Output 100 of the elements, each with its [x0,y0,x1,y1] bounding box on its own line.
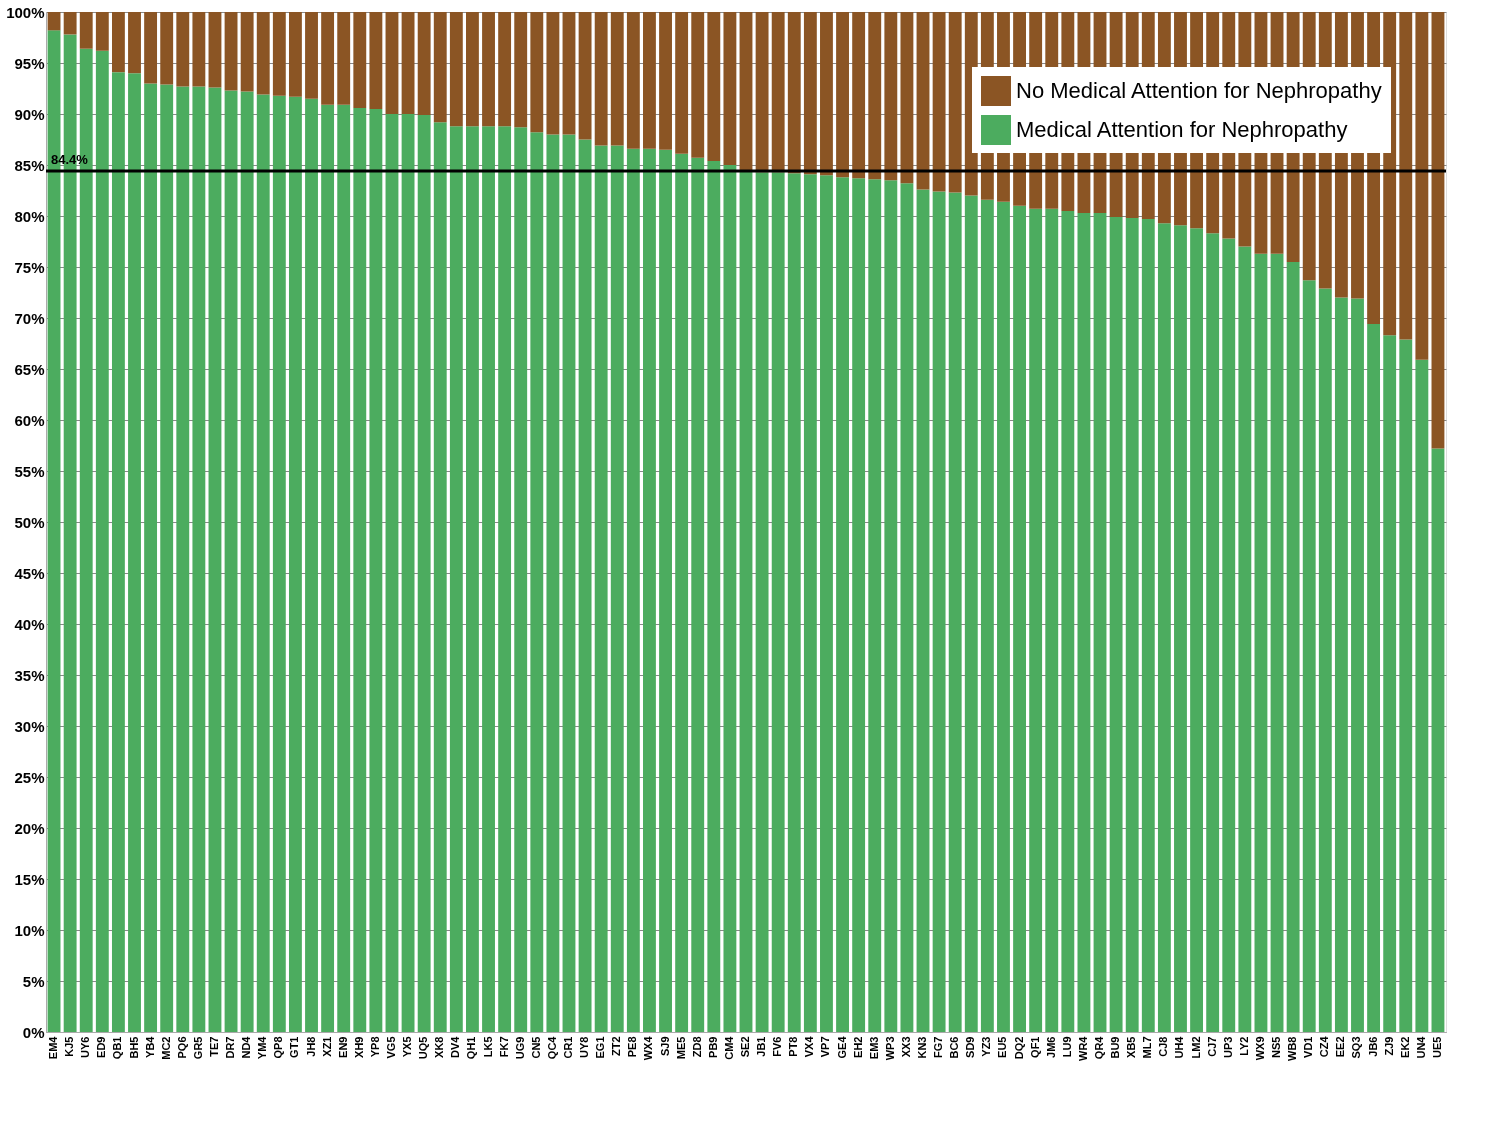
y-tick-label: 85% [14,156,45,174]
x-tick-label: EN9 [336,1036,349,1058]
x-tick-label: UY8 [578,1036,591,1058]
x-tick-label: NS5 [1270,1036,1283,1058]
x-tick-label: EE2 [1334,1036,1347,1058]
x-tick-label: DR7 [224,1036,237,1059]
x-tick-label: XK8 [433,1036,446,1058]
x-tick-label: QP8 [272,1036,285,1059]
x-tick-label: SE2 [739,1036,751,1058]
y-tick-label: 0% [22,1023,45,1041]
x-tick-label: ME5 [674,1036,687,1060]
x-tick-label: FK7 [497,1036,510,1058]
y-tick-label: 30% [14,717,45,735]
x-tick-label: VX4 [803,1035,816,1058]
x-tick-label: WP3 [883,1036,896,1061]
x-tick-label: CM4 [722,1035,735,1060]
x-tick-label: PQ6 [175,1036,188,1059]
x-tick-label: WB8 [1286,1036,1299,1061]
x-tick-label: EU5 [996,1036,1009,1058]
x-tick-label: UQ5 [417,1036,430,1060]
y-tick-label: 100% [6,3,45,21]
x-tick-label: ED9 [95,1036,108,1058]
y-tick-label: 55% [14,462,45,480]
x-tick-label: UY6 [79,1036,92,1058]
x-tick-label: CJ8 [1157,1036,1170,1057]
x-tick-label: PE8 [626,1036,639,1058]
y-tick-label: 10% [14,921,45,939]
x-tick-label: SJ9 [658,1036,671,1057]
y-tick-label: 20% [14,819,45,837]
y-tick-label: 70% [14,309,45,327]
x-tick-label: LU9 [1060,1036,1073,1058]
x-tick-label: ZT2 [610,1036,623,1057]
x-tick-label: BH5 [127,1036,140,1059]
x-tick-label: EH2 [851,1036,864,1058]
x-tick-label: JB1 [755,1036,768,1057]
x-tick-label: QR4 [1093,1035,1106,1060]
x-tick-label: UE5 [1430,1036,1443,1058]
x-tick-label: GR5 [191,1036,204,1060]
x-tick-label: BU9 [1109,1036,1122,1059]
x-tick-label: YX5 [401,1036,414,1058]
x-tick-label: GE4 [835,1035,848,1059]
y-tick-label: 45% [14,564,45,582]
x-tick-label: XX3 [899,1036,912,1058]
x-tick-label: PT8 [787,1036,800,1057]
x-tick-label: PB9 [706,1036,719,1058]
y-tick-label: 15% [14,870,45,888]
x-tick-label: LK5 [481,1036,494,1058]
x-tick-label: LY2 [1237,1036,1250,1056]
x-tick-label: ML7 [1141,1036,1154,1059]
x-tick-label: CR1 [561,1036,574,1059]
x-tick-label: ND4 [240,1035,253,1059]
x-tick-label: BC6 [948,1036,961,1059]
y-tick-label: 35% [14,666,45,684]
x-tick-label: MC2 [159,1036,172,1060]
x-tick-label: KJ5 [63,1036,76,1057]
x-tick-label: EM3 [867,1036,880,1060]
x-tick-label: XZ1 [320,1036,333,1057]
x-tick-label: UG9 [513,1036,526,1060]
x-tick-label: LM2 [1189,1036,1202,1059]
x-tick-label: VD1 [1302,1036,1315,1058]
x-tick-label: KN3 [916,1036,929,1059]
y-tick-label: 65% [14,360,45,378]
x-tick-label: GT1 [288,1036,301,1058]
x-tick-label: YZ3 [980,1036,993,1057]
x-tick-label: CZ4 [1318,1035,1331,1058]
x-tick-label: UN4 [1414,1035,1427,1059]
x-tick-label: DQ2 [1012,1036,1025,1060]
y-tick-label: 40% [14,615,45,633]
x-tick-label: ZD8 [690,1036,703,1058]
x-tick-label: EG1 [594,1036,607,1059]
x-tick-label: QB1 [111,1036,124,1060]
y-tick-label: 25% [14,768,45,786]
y-tick-label: 50% [14,513,45,531]
x-tick-label: WX9 [1253,1036,1266,1061]
x-tick-label: FV6 [771,1036,784,1057]
x-tick-label: DV4 [449,1035,462,1058]
x-tick-label: XB5 [1125,1036,1138,1058]
legend-label: Medical Attention for Nephropathy [1016,117,1348,142]
x-tick-label: EK2 [1398,1036,1411,1058]
x-tick-label: JH8 [304,1036,317,1057]
x-tick-label: EM4 [47,1035,60,1060]
x-tick-label: JB6 [1366,1036,1379,1057]
x-tick-label: UP3 [1221,1036,1234,1058]
y-tick-label: 5% [22,972,45,990]
x-tick-label: CJ7 [1205,1036,1218,1057]
legend-label: No Medical Attention for Nephropathy [1016,78,1382,103]
x-tick-label: JM6 [1044,1036,1057,1058]
x-tick-label: WR4 [1076,1035,1089,1061]
x-tick-label: QF1 [1028,1036,1041,1058]
x-tick-label: CN5 [529,1036,542,1059]
y-tick-label: 80% [14,207,45,225]
y-tick-label: 90% [14,105,45,123]
y-tick-label: 60% [14,411,45,429]
x-tick-label: QH1 [465,1036,478,1060]
x-tick-label: FG7 [932,1036,945,1058]
x-tick-label: YB4 [143,1035,156,1058]
x-tick-label: XH9 [352,1036,365,1058]
x-tick-label: YP8 [368,1036,381,1058]
x-tick-label: YM4 [256,1035,269,1060]
x-tick-label: SQ3 [1350,1036,1363,1059]
